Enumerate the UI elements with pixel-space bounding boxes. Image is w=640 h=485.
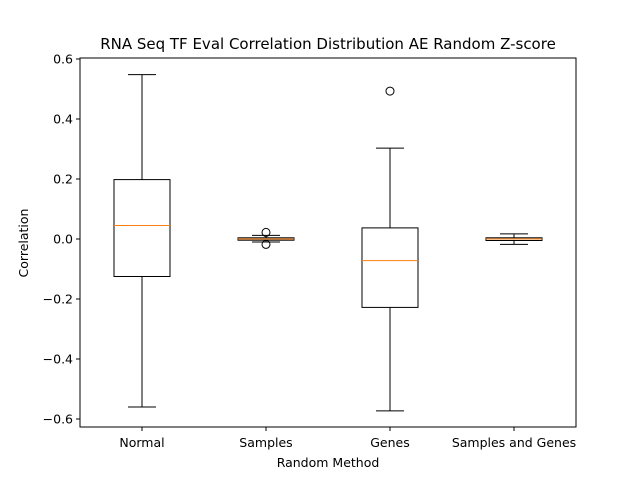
y-tick-label: −0.4 xyxy=(43,352,73,367)
y-tick-label: 0.4 xyxy=(53,112,73,127)
outlier-point xyxy=(385,86,395,96)
y-tick-label: 0.0 xyxy=(53,232,73,247)
axes-frame xyxy=(79,57,577,428)
y-tick-label: 0.2 xyxy=(53,172,73,187)
x-tick-label: Samples xyxy=(239,435,292,450)
x-tick-label: Genes xyxy=(370,435,410,450)
x-tick-label: Normal xyxy=(119,435,164,450)
plot-area xyxy=(113,74,543,412)
y-tick-label: −0.2 xyxy=(43,292,73,307)
box-normal xyxy=(113,74,171,408)
box-iqr xyxy=(361,227,419,308)
box-genes xyxy=(361,86,419,412)
y-tick-label: 0.6 xyxy=(53,52,73,67)
x-axis-label: Random Method xyxy=(277,455,380,470)
y-axis-label: Correlation xyxy=(16,209,31,278)
box-iqr xyxy=(113,179,171,278)
y-axis: −0.6 −0.4 −0.2 0.0 0.2 0.4 0.6 xyxy=(43,52,80,427)
box-samples-and-genes xyxy=(485,233,543,245)
outlier-point xyxy=(261,239,271,249)
x-tick-label: Samples and Genes xyxy=(452,435,576,450)
chart-title: RNA Seq TF Eval Correlation Distribution… xyxy=(100,35,556,53)
outlier-point xyxy=(261,227,271,237)
x-axis: Normal Samples Genes Samples and Genes xyxy=(119,427,576,450)
y-tick-label: −0.6 xyxy=(43,412,73,427)
box-samples xyxy=(237,227,295,249)
